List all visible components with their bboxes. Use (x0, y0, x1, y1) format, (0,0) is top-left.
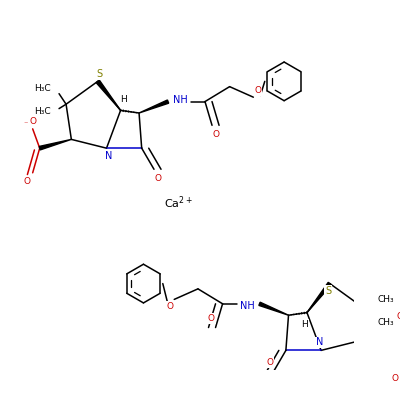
Polygon shape (259, 302, 288, 315)
Text: O: O (213, 130, 220, 139)
Text: O: O (208, 314, 215, 323)
Text: N: N (104, 151, 112, 161)
Text: O: O (254, 86, 261, 95)
Text: O: O (29, 117, 36, 126)
Text: O: O (391, 374, 398, 383)
Text: S: S (96, 69, 102, 79)
Polygon shape (96, 80, 120, 110)
Text: N: N (316, 338, 323, 348)
Text: ⁻: ⁻ (24, 119, 28, 128)
Text: O: O (397, 312, 400, 322)
Polygon shape (39, 139, 71, 150)
Text: O: O (154, 174, 161, 182)
Polygon shape (307, 282, 332, 312)
Text: CH₃: CH₃ (377, 295, 394, 304)
Text: NH: NH (173, 95, 188, 105)
Text: H₃C: H₃C (34, 107, 50, 116)
Text: S: S (325, 286, 331, 296)
Text: Ca$^{2+}$: Ca$^{2+}$ (164, 194, 193, 211)
Text: H: H (301, 320, 308, 328)
Text: H: H (120, 95, 127, 104)
Text: CH₃: CH₃ (377, 318, 394, 327)
Text: H₃C: H₃C (34, 84, 50, 93)
Text: NH: NH (240, 300, 254, 310)
Polygon shape (356, 342, 388, 352)
Text: O: O (24, 177, 31, 186)
Text: O: O (266, 358, 274, 367)
Polygon shape (139, 100, 169, 113)
Text: O: O (166, 302, 173, 311)
